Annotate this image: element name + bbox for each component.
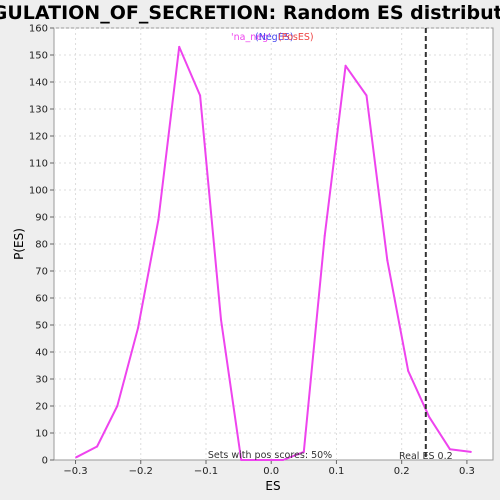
data-point <box>178 45 181 48</box>
y-tick-label: 80 <box>35 240 48 251</box>
y-tick-label: 90 <box>35 213 48 224</box>
data-point <box>469 450 472 453</box>
series-layer <box>75 45 472 461</box>
chart-title: REGULATION_OF_SECRETION: Random ES distr… <box>0 2 500 24</box>
data-point <box>407 369 410 372</box>
data-point <box>344 64 347 67</box>
x-tick-label: −0.3 <box>63 466 87 477</box>
data-point <box>219 318 222 321</box>
x-tick-label: 0.1 <box>328 466 344 477</box>
y-tick-label: 60 <box>35 294 48 305</box>
data-point <box>240 459 243 461</box>
legend-entry: 'na_neg' <box>231 32 271 43</box>
y-tick-label: 50 <box>35 321 48 332</box>
data-point <box>75 456 78 459</box>
axis-layer: 0 10 20 30 40 50 60 70 80 90 100 110 120 130 140 150 160… <box>29 24 475 478</box>
series-line <box>75 45 471 461</box>
data-point <box>157 218 160 221</box>
x-tick-label: 0.2 <box>394 466 410 477</box>
real-es-label: Real ES 0.2 <box>399 451 453 462</box>
legend: 'na_neg'(NegES)(PosES) <box>231 32 314 43</box>
y-tick-label: 150 <box>29 51 48 62</box>
x-tick-label: −0.2 <box>129 466 153 477</box>
data-point <box>386 259 389 262</box>
data-point <box>428 415 431 418</box>
data-point <box>96 445 99 448</box>
data-point <box>137 326 140 329</box>
x-tick-label: 0.0 <box>263 466 279 477</box>
data-point <box>281 459 284 461</box>
x-tick-label: 0.3 <box>459 466 475 477</box>
y-tick-label: 10 <box>35 429 48 440</box>
y-tick-label: 130 <box>29 105 48 116</box>
marker-layer: Real ES 0.2 <box>399 28 453 462</box>
y-tick-label: 70 <box>35 267 48 278</box>
x-tick-label: −0.1 <box>194 466 218 477</box>
legend-entry: (PosES) <box>278 32 314 43</box>
y-tick-label: 140 <box>29 78 48 89</box>
data-point <box>199 94 202 97</box>
y-tick-label: 120 <box>29 132 48 143</box>
y-tick-label: 40 <box>35 348 48 359</box>
y-tick-label: 30 <box>35 375 48 386</box>
y-tick-label: 160 <box>29 24 48 35</box>
data-point <box>448 448 451 451</box>
data-point <box>365 94 368 97</box>
data-point <box>323 234 326 237</box>
data-point <box>261 459 264 461</box>
legend-entry: (NegES) <box>255 32 293 43</box>
grid-layer <box>54 27 493 460</box>
y-axis-label: P(ES) <box>12 228 26 260</box>
data-point <box>116 405 119 407</box>
y-tick-label: 110 <box>29 159 48 170</box>
x-axis-label: ES <box>265 479 280 493</box>
data-point <box>302 450 305 453</box>
y-tick-label: 0 <box>42 456 48 467</box>
pos-scores-annotation: Sets with pos scores: 50% <box>208 450 332 461</box>
y-tick-label: 100 <box>29 186 48 197</box>
y-tick-label: 20 <box>35 402 48 413</box>
